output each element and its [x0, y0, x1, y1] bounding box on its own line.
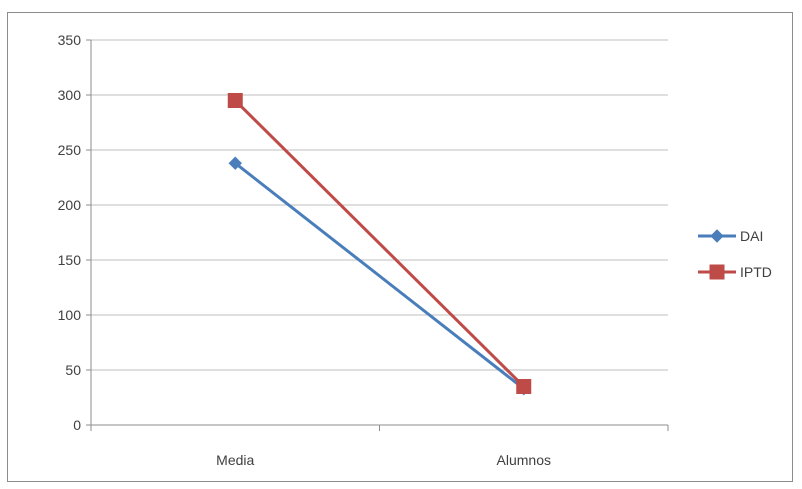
legend: DAI IPTD	[698, 228, 772, 280]
y-tick-label: 350	[58, 32, 82, 48]
series-line-dai	[234, 162, 525, 390]
series-line-iptd	[234, 99, 525, 388]
legend-marker-iptd	[709, 264, 725, 280]
series-layer	[227, 93, 532, 396]
y-tick-label: 250	[58, 142, 82, 158]
x-tick-label: Media	[216, 452, 254, 468]
axes	[86, 39, 669, 431]
y-tick-label: 150	[58, 252, 82, 268]
y-tick-label: 50	[65, 362, 81, 378]
y-tick-label: 200	[58, 197, 82, 213]
data-point-iptd	[516, 379, 532, 394]
y-tick-label: 300	[58, 87, 82, 103]
y-tick-label: 0	[73, 417, 81, 433]
data-point-iptd	[227, 93, 243, 108]
y-tick-label: 100	[58, 307, 82, 323]
gridlines	[91, 39, 668, 371]
x-tick-label: Alumnos	[497, 452, 551, 468]
legend-label-dai: DAI	[740, 228, 763, 244]
chart-frame	[7, 12, 793, 482]
data-point-dai	[228, 156, 242, 170]
legend-label-iptd: IPTD	[740, 264, 772, 280]
y-axis-ticks: 0 50 100 150 200 250 300 350	[58, 32, 82, 433]
x-axis-ticks: Media Alumnos	[216, 452, 551, 468]
legend-marker-dai	[710, 229, 724, 243]
